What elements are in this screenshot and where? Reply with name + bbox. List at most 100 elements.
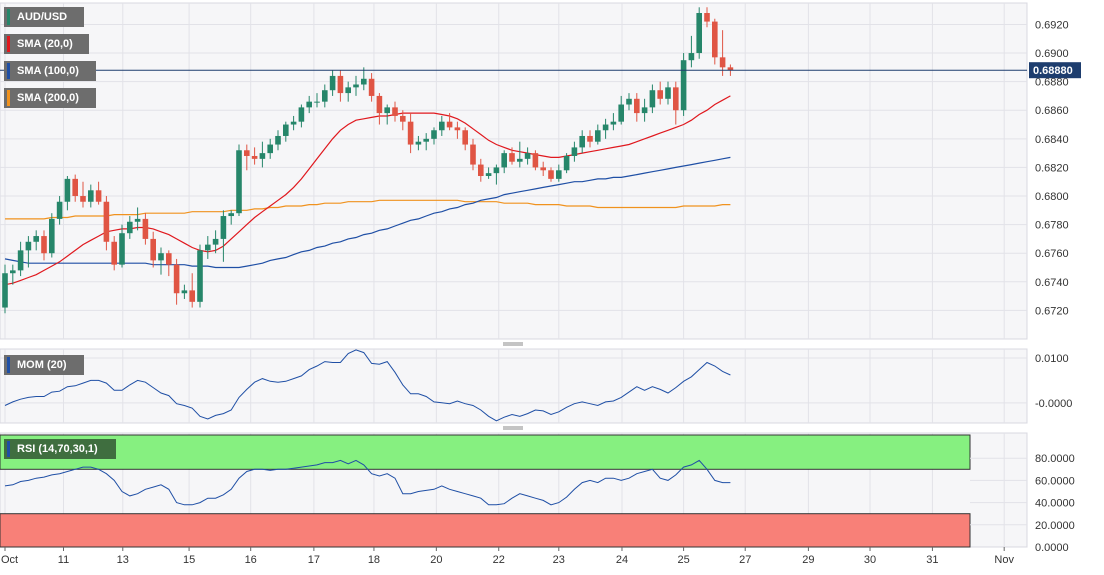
sma100-line	[4, 156, 731, 269]
rsi-line	[4, 459, 731, 506]
candle-body	[509, 153, 515, 162]
y-tick-label-main: 0.6880	[1035, 77, 1069, 89]
legend-sma200-label: SMA (200,0)	[17, 92, 79, 104]
candle-body	[197, 250, 203, 302]
candle-body	[127, 221, 133, 234]
candle-body	[571, 147, 578, 156]
candle-body	[134, 218, 141, 222]
candle-body	[719, 57, 726, 68]
candle-body	[251, 155, 258, 159]
candle-body	[228, 213, 234, 217]
legend-sma100[interactable]: SMA (100,0)	[4, 61, 96, 81]
y-tick-label-main: 0.6860	[1035, 105, 1069, 117]
candle-body	[712, 21, 718, 58]
candle-body	[290, 121, 297, 125]
candle-body	[727, 67, 734, 71]
candle-body	[501, 153, 507, 168]
candle-body	[361, 78, 367, 85]
candle-body	[548, 170, 554, 179]
candle-body	[17, 250, 24, 271]
candle-body	[532, 153, 539, 168]
current-price-badge	[1029, 62, 1081, 79]
candle-body	[423, 138, 429, 142]
candle-body	[556, 170, 562, 179]
candle-body	[111, 241, 117, 265]
candle-body	[259, 153, 266, 159]
y-tick-label-main: 0.6800	[1035, 191, 1069, 203]
candle-body	[626, 98, 632, 105]
legend-sma20[interactable]: SMA (20,0)	[4, 34, 89, 54]
candle-body	[517, 158, 523, 162]
candle-body	[72, 178, 78, 197]
legend-audusd-swatch	[7, 9, 10, 25]
x-tick-label: 24	[616, 554, 628, 566]
legend-audusd[interactable]: AUD/USD	[4, 7, 84, 27]
sma200-line	[5, 199, 731, 220]
x-tick-label: 29	[802, 554, 814, 566]
legend-rsi[interactable]: RSI (14,70,30,1)	[4, 439, 116, 459]
candle-body	[88, 190, 94, 202]
candle-body	[696, 13, 702, 54]
x-tick-label: 11	[58, 554, 69, 566]
candle-body	[2, 273, 8, 308]
y-tick-label-main: 0.6900	[1035, 48, 1069, 60]
y-tick-label-rsi: 40.0000	[1035, 498, 1075, 510]
candle-body	[345, 87, 351, 94]
candle-body	[49, 218, 55, 254]
legend-sma20-label: SMA (20,0)	[17, 38, 73, 50]
x-tick-label: 16	[245, 554, 257, 566]
x-tick-label: 17	[308, 554, 320, 566]
candle-body	[618, 104, 624, 122]
candle-body	[376, 95, 383, 114]
candle-body	[173, 264, 180, 294]
legend-mom[interactable]: MOM (20)	[4, 355, 84, 375]
candle-body	[610, 121, 617, 125]
candle-body	[540, 167, 546, 171]
sma20-line	[4, 95, 731, 286]
y-tick-label-rsi: 60.0000	[1035, 475, 1075, 487]
candle-body	[704, 13, 710, 22]
x-tick-label: 31	[926, 554, 938, 566]
candle-body	[166, 253, 172, 265]
candle-body	[470, 144, 476, 165]
panel-bg-mom	[0, 348, 1028, 424]
legend-sma200[interactable]: SMA (200,0)	[4, 88, 96, 108]
legend-rsi-label: RSI (14,70,30,1)	[17, 443, 98, 455]
candle-body	[322, 90, 328, 102]
candle-body	[454, 127, 461, 131]
candle-body	[189, 290, 195, 302]
candle-body	[244, 150, 250, 156]
x-tick-label: 22	[493, 554, 505, 566]
y-tick-label-rsi: 80.0000	[1035, 453, 1075, 465]
x-tick-label: 27	[739, 554, 751, 566]
candle-body	[587, 135, 593, 142]
candle-body	[641, 107, 648, 114]
candle-body	[649, 90, 656, 108]
x-tick-label: Oct	[1, 554, 18, 566]
legend-mom-label: MOM (20)	[17, 359, 67, 371]
mom-line	[4, 349, 731, 422]
candle-body	[688, 53, 695, 61]
candle-body	[478, 164, 484, 177]
y-tick-label-main: 0.6720	[1035, 305, 1069, 317]
candle-body	[400, 115, 406, 122]
candle-body	[680, 60, 687, 111]
candle-body	[563, 155, 570, 171]
x-tick-label: 18	[368, 554, 380, 566]
y-tick-label-mom: 0.0100	[1035, 353, 1069, 365]
candle-body	[415, 141, 422, 145]
candle-body	[275, 135, 281, 145]
legend-mom-swatch	[7, 357, 10, 373]
candle-body	[119, 233, 125, 265]
x-tick-label: 13	[117, 554, 129, 566]
x-tick-label: 20	[430, 554, 442, 566]
candle-body	[33, 236, 39, 242]
candle-body	[524, 153, 531, 159]
candle-body	[158, 253, 164, 261]
candle-body	[80, 196, 86, 202]
y-tick-label-main: 0.6840	[1035, 134, 1069, 146]
candle-body	[431, 130, 437, 139]
candle-body	[212, 238, 219, 245]
candle-body	[657, 90, 663, 99]
legend-sma100-swatch	[7, 63, 10, 79]
